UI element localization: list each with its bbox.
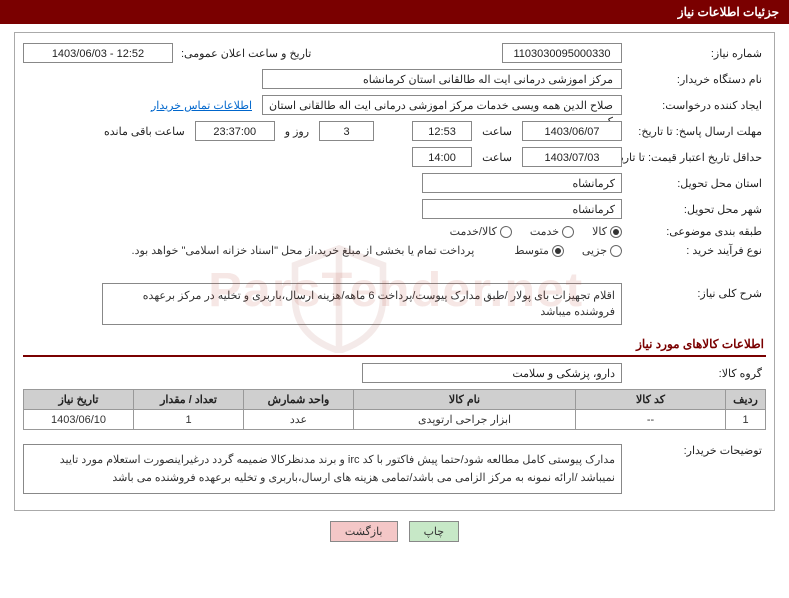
th-date: تاریخ نیاز	[24, 390, 134, 410]
deadline-hour-field: 12:53	[412, 121, 472, 141]
radio-icon	[610, 245, 622, 257]
main-panel: ParsTender.net شماره نیاز: 1103030095000…	[14, 32, 775, 511]
city-label: شهر محل تحویل:	[626, 203, 766, 216]
remaining-label: ساعت باقی مانده	[98, 125, 191, 138]
day-and-label: روز و	[279, 125, 315, 138]
hour-label-2: ساعت	[476, 151, 518, 164]
goods-info-title: اطلاعات کالاهای مورد نیاز	[23, 333, 766, 357]
radio-label: کالا	[592, 225, 607, 238]
radio-icon	[552, 245, 564, 257]
radio-label: متوسط	[514, 244, 549, 257]
th-name: نام کالا	[354, 390, 576, 410]
announce-date-field: 1403/06/03 - 12:52	[23, 43, 173, 63]
cell-qty: 1	[134, 410, 244, 430]
radio-icon	[500, 226, 512, 238]
announce-date-label: تاریخ و ساعت اعلان عمومی:	[177, 47, 315, 60]
goods-table: ردیف کد کالا نام کالا واحد شمارش تعداد /…	[23, 389, 766, 430]
province-label: استان محل تحویل:	[626, 177, 766, 190]
window: جزئیات اطلاعات نیاز ParsTender.net شماره…	[0, 0, 789, 542]
subject-radio[interactable]: کالا	[592, 225, 622, 238]
subject-class-label: طبقه بندی موضوعی:	[626, 225, 766, 238]
buyer-org-label: نام دستگاه خریدار:	[626, 73, 766, 86]
city-field: کرمانشاه	[422, 199, 622, 219]
button-bar: چاپ بازگشت	[0, 521, 789, 542]
hour-label-1: ساعت	[476, 125, 518, 138]
cell-row: 1	[726, 410, 766, 430]
buyer-contact-link[interactable]: اطلاعات تماس خریدار	[145, 99, 258, 112]
province-field: کرمانشاه	[422, 173, 622, 193]
validity-date-field: 1403/07/03	[522, 147, 622, 167]
summary-text: اقلام تجهیزات بای پولار /طبق مدارک پیوست…	[102, 283, 622, 325]
th-code: کد کالا	[576, 390, 726, 410]
summary-label: شرح کلی نیاز:	[626, 283, 766, 300]
radio-icon	[562, 226, 574, 238]
requester-label: ایجاد کننده درخواست:	[626, 99, 766, 112]
need-no-field: 1103030095000330	[502, 43, 622, 63]
validity-hour-field: 14:00	[412, 147, 472, 167]
buyer-org-field: مرکز اموزشی درمانی ایت اله طالقانی استان…	[262, 69, 622, 89]
buyer-desc-text: مدارک پیوستی کامل مطالعه شود/حتما پیش فا…	[23, 444, 622, 494]
buy-process-label: نوع فرآیند خرید :	[626, 244, 766, 257]
title-bar: جزئیات اطلاعات نیاز	[0, 0, 789, 24]
buyer-desc-label: توضیحات خریدار:	[626, 438, 766, 457]
subject-radio[interactable]: خدمت	[530, 225, 574, 238]
validity-label: حداقل تاریخ اعتبار قیمت: تا تاریخ:	[626, 151, 766, 164]
deadline-date-field: 1403/06/07	[522, 121, 622, 141]
cell-name: ابزار جراحی ارتوپدی	[354, 410, 576, 430]
requester-field: صلاح الدین همه ویسی خدمات مرکز اموزشی در…	[262, 95, 622, 115]
subject-radio[interactable]: کالا/خدمت	[450, 225, 512, 238]
subject-radio-group: کالا خدمت کالا/خدمت	[438, 225, 622, 238]
process-note: پرداخت تمام یا بخشی از مبلغ خرید،از محل …	[132, 244, 475, 257]
radio-label: جزیی	[582, 244, 607, 257]
process-radio[interactable]: متوسط	[514, 244, 564, 257]
print-button[interactable]: چاپ	[409, 521, 460, 542]
process-radio-group: جزیی متوسط	[502, 244, 622, 257]
days-remaining-field: 3	[319, 121, 374, 141]
goods-group-field: دارو، پزشکی و سلامت	[362, 363, 622, 383]
radio-label: کالا/خدمت	[450, 225, 497, 238]
time-remaining-field: 23:37:00	[195, 121, 275, 141]
deadline-label: مهلت ارسال پاسخ: تا تاریخ:	[626, 125, 766, 138]
goods-group-label: گروه کالا:	[626, 367, 766, 380]
cell-code: --	[576, 410, 726, 430]
cell-unit: عدد	[244, 410, 354, 430]
process-radio[interactable]: جزیی	[582, 244, 622, 257]
radio-label: خدمت	[530, 225, 559, 238]
table-row: 1--ابزار جراحی ارتوپدیعدد11403/06/10	[24, 410, 766, 430]
th-unit: واحد شمارش	[244, 390, 354, 410]
th-qty: تعداد / مقدار	[134, 390, 244, 410]
need-no-label: شماره نیاز:	[626, 47, 766, 60]
back-button[interactable]: بازگشت	[330, 521, 398, 542]
radio-icon	[610, 226, 622, 238]
th-row: ردیف	[726, 390, 766, 410]
cell-date: 1403/06/10	[24, 410, 134, 430]
